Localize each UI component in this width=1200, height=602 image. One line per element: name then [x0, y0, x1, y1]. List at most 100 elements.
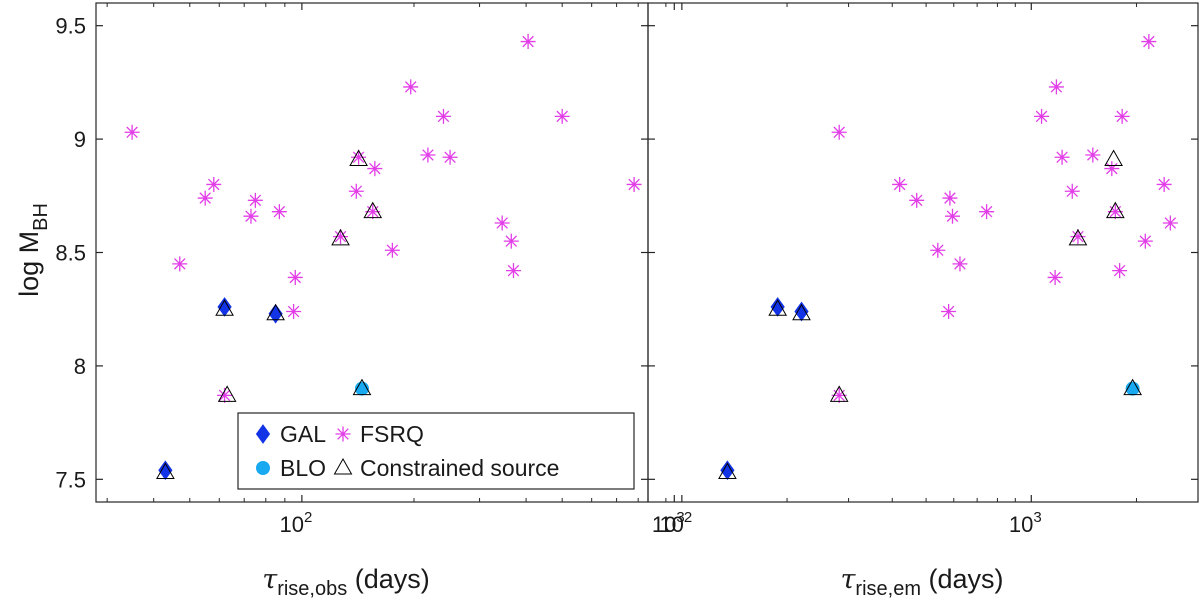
constrained-source-point [352, 378, 372, 396]
fsrq-point [626, 176, 642, 192]
constrained-source-point [718, 462, 737, 480]
left-data-markers [124, 34, 642, 481]
fsrq-point [1156, 176, 1172, 192]
x-tick-label: 102 [659, 509, 692, 537]
gal-point [158, 460, 173, 481]
fsrq-point [1137, 233, 1153, 249]
fsrq-point [979, 204, 995, 220]
y-tick-label: 9.5 [55, 14, 86, 39]
fsrq-point [1070, 229, 1086, 245]
fsrq-point [206, 176, 222, 192]
fsrq-point [1141, 34, 1157, 50]
constrained-source-point [266, 303, 285, 321]
fsrq-point [172, 256, 188, 272]
fsrq-point [124, 124, 140, 140]
legend-blo-label: BLO [280, 455, 326, 481]
fsrq-point [554, 108, 570, 124]
constrained-source-point [217, 385, 237, 402]
constrained-source-point [829, 385, 849, 402]
fsrq-point [1104, 161, 1120, 177]
gal-point [770, 297, 785, 317]
fsrq-point [247, 192, 263, 208]
legend-gal-marker [255, 424, 271, 444]
fsrq-point [442, 149, 458, 165]
fsrq-point [494, 215, 510, 231]
fsrq-point [892, 176, 908, 192]
right-x-axis-label: τrise,em (days) [840, 564, 1003, 600]
left-x-axis-label: τrise,obs (days) [262, 564, 430, 600]
right-ticks: 102 103 [648, 3, 1198, 537]
fsrq-point [942, 190, 958, 206]
constrained-source-point [156, 462, 175, 480]
fsrq-point [503, 233, 519, 249]
fsrq-point [271, 204, 287, 220]
fsrq-point [952, 256, 968, 272]
constrained-source-point [331, 228, 350, 246]
fsrq-point [1162, 215, 1178, 231]
x-tick-label: 103 [652, 509, 685, 537]
legend-constrained-source-marker [333, 457, 353, 475]
y-tick-label: 8 [74, 354, 86, 379]
fsrq-point [403, 79, 419, 95]
constrained-source-point [1123, 378, 1142, 396]
fsrq-point [1064, 183, 1080, 199]
constrained-source-point [363, 201, 383, 219]
fsrq-point [941, 303, 957, 319]
fsrq-point [1085, 147, 1101, 163]
fsrq-point [1112, 263, 1128, 279]
y-tick-label: 7.5 [55, 467, 86, 492]
legend-box [237, 412, 635, 490]
fsrq-point [1107, 204, 1123, 220]
x-tick-label: 102 [279, 509, 312, 537]
fsrq-point [831, 387, 847, 403]
legend-fsrq-label: FSRQ [360, 421, 424, 447]
left-ticks: 102 103 7.5 8 8.5 9 9.5 [55, 3, 685, 537]
fsrq-point [348, 183, 364, 199]
fsrq-point [367, 161, 383, 177]
legend-blo-marker [256, 461, 270, 475]
constrained-source-point [349, 149, 368, 167]
right-axes-frame [647, 2, 1199, 503]
constrained-source-point [768, 299, 788, 316]
gal-point [794, 301, 809, 322]
gal-point [720, 460, 735, 481]
constrained-source-point [792, 303, 811, 321]
constrained-source-point [1068, 228, 1088, 246]
fsrq-point [435, 108, 451, 124]
y-tick-label: 8.5 [55, 241, 86, 266]
legend-constrained-source-label: Constrained source [360, 455, 559, 481]
fsrq-point [520, 34, 536, 50]
left-panel: 102 103 7.5 8 8.5 9 9.5 [55, 2, 685, 537]
gal-point [268, 303, 283, 324]
fsrq-point [333, 229, 349, 245]
constrained-source-point [215, 299, 234, 316]
fsrq-point [243, 208, 259, 224]
right-data-markers [718, 34, 1178, 481]
fsrq-point [1114, 108, 1130, 124]
fsrq-point [351, 149, 367, 165]
fsrq-point [505, 263, 521, 279]
x-tick-label: 103 [1009, 509, 1042, 537]
fsrq-point [420, 147, 436, 163]
legend-fsrq-marker [335, 426, 351, 442]
fsrq-point [1034, 108, 1050, 124]
fsrq-point [365, 204, 381, 220]
fsrq-point [217, 387, 233, 403]
fsrq-point [909, 192, 925, 208]
y-axis-label: log MBH [14, 203, 52, 297]
gal-point [217, 297, 232, 317]
constrained-source-point [1104, 149, 1123, 167]
constrained-source-point [1105, 201, 1125, 219]
fsrq-point [286, 303, 302, 319]
fsrq-point [197, 190, 213, 206]
fsrq-point [287, 269, 303, 285]
y-tick-label: 9 [74, 127, 86, 152]
fsrq-point [944, 208, 960, 224]
fsrq-point [1047, 269, 1063, 285]
legend-gal-label: GAL [280, 421, 326, 447]
fsrq-point [384, 242, 400, 258]
fsrq-point [1054, 149, 1070, 165]
fsrq-point [1048, 79, 1064, 95]
legend: GAL FSRQ BLO Constrained source [237, 412, 635, 490]
